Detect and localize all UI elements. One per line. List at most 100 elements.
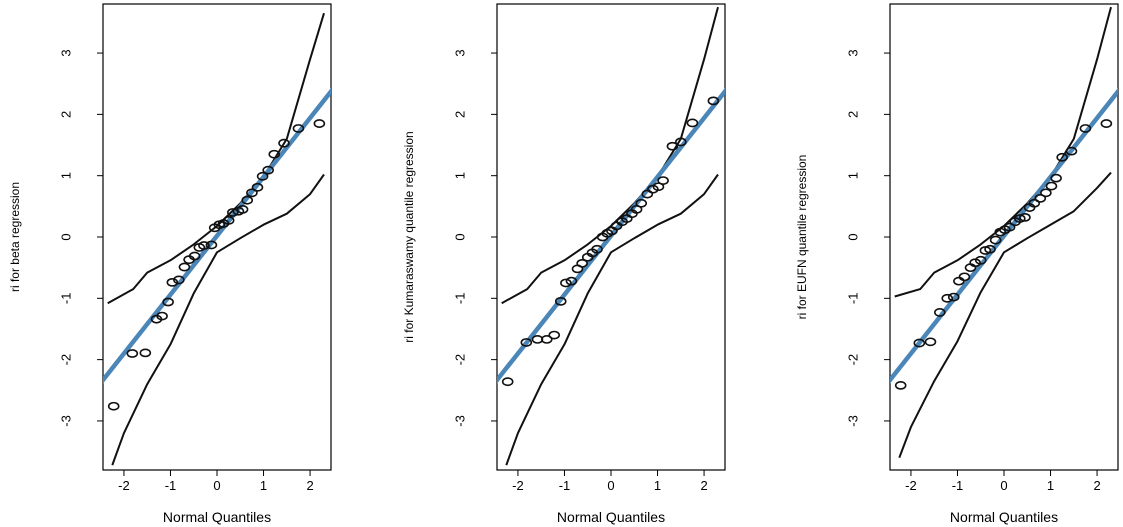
data-point [531, 334, 544, 344]
x-tick-label: 0 [607, 478, 614, 493]
data-point [1003, 222, 1016, 232]
data-point [1028, 198, 1041, 208]
y-tick-label: 3 [452, 49, 467, 56]
data-point [292, 124, 305, 133]
data-point [635, 198, 648, 208]
data-point [666, 141, 679, 151]
data-point [501, 377, 514, 387]
y-tick-label: -2 [452, 354, 467, 366]
data-point [686, 118, 699, 128]
data-point [548, 330, 561, 340]
data-point [984, 244, 996, 254]
data-point [958, 272, 971, 282]
y-tick-label: -2 [58, 354, 73, 366]
plot-area [103, 12, 331, 466]
y-tick-label: 3 [58, 49, 73, 56]
data-point [924, 337, 937, 347]
data-point [139, 348, 152, 358]
data-point [520, 338, 533, 347]
envelope-upper-line [501, 6, 719, 305]
x-axis-label: Normal Quantiles [950, 509, 1058, 525]
data-point [1045, 181, 1058, 191]
data-point [278, 138, 290, 148]
data-point [268, 149, 281, 159]
qq-plot-panel-2: -2 -1 0 1 2 -3 -2 -1 0 1 2 3 Normal Quantiles ri for … [402, 3, 726, 525]
data-point [947, 292, 960, 302]
data-point [560, 278, 572, 288]
data-point [1056, 152, 1068, 162]
x-tick-label: 0 [1000, 478, 1007, 493]
data-point [1079, 124, 1092, 133]
y-tick-label: 0 [845, 233, 860, 240]
data-point [1065, 146, 1078, 156]
data-point [707, 96, 720, 106]
x-tick-label: -2 [905, 478, 917, 493]
envelope-lower-line [898, 171, 1112, 459]
data-point [156, 311, 168, 321]
y-tick-label: 1 [58, 172, 73, 179]
y-tick-label: 0 [58, 233, 73, 240]
envelope-upper-line [107, 12, 325, 305]
y-axis-label: ri for Kumaraswamy quantile regression [402, 131, 416, 342]
y-tick-label: -2 [845, 354, 860, 366]
data-point [1040, 188, 1052, 198]
x-tick-label: -1 [952, 478, 964, 493]
y-tick-label: 1 [845, 172, 860, 179]
data-point [933, 308, 946, 317]
data-point [894, 380, 907, 390]
data-point [989, 235, 1002, 245]
x-tick-label: -2 [512, 478, 524, 493]
data-point [236, 205, 249, 214]
x-tick-label: -1 [559, 478, 571, 493]
qq-plot-panel-1: -2 -1 0 1 2 -3 -2 -1 0 1 2 3 Normal Quantiles ri for … [8, 3, 332, 525]
data-point [1034, 193, 1047, 203]
data-point [166, 277, 179, 287]
data-point [913, 338, 926, 348]
x-tick-label: 2 [306, 478, 313, 493]
qq-plot-panel-3: -2 -1 0 1 2 -3 -2 -1 0 1 2 3 Normal Quantiles ri for … [795, 3, 1119, 525]
data-point [178, 262, 191, 272]
y-axis-label: ri for beta regression [8, 182, 22, 292]
data-point [188, 251, 201, 261]
data-point [1014, 214, 1026, 224]
data-point [227, 208, 239, 217]
data-point [576, 258, 588, 268]
envelope-lower-line [505, 173, 719, 466]
y-tick-label: -1 [845, 293, 860, 305]
y-tick-label: -3 [58, 415, 73, 427]
x-axis-label: Normal Quantiles [557, 509, 665, 525]
data-point [1019, 212, 1031, 222]
data-point [241, 195, 254, 205]
x-tick-label: 0 [213, 478, 220, 493]
plot-area [890, 6, 1118, 459]
data-point [540, 334, 553, 344]
y-tick-label: 2 [58, 111, 73, 118]
data-point [953, 276, 965, 286]
y-tick-label: 1 [452, 172, 467, 179]
data-point [126, 349, 139, 358]
envelope-lower-line [111, 173, 325, 466]
data-point [641, 189, 654, 199]
data-point [198, 241, 210, 250]
x-tick-label: 2 [1093, 478, 1100, 493]
y-tick-label: -1 [58, 293, 73, 305]
data-point [222, 216, 235, 225]
data-point [1100, 119, 1113, 128]
x-tick-label: 1 [1047, 478, 1054, 493]
data-point [162, 297, 174, 307]
data-point [262, 165, 274, 175]
data-point [251, 182, 264, 192]
data-point [205, 240, 218, 250]
x-tick-label: -1 [165, 478, 177, 493]
x-axis-label: Normal Quantiles [163, 509, 271, 525]
x-tick-label: -2 [118, 478, 130, 493]
x-tick-label: 1 [654, 478, 661, 493]
data-point [591, 244, 603, 254]
data-point [554, 296, 567, 306]
x-tick-label: 2 [700, 478, 707, 493]
plot-area [497, 6, 725, 466]
y-tick-label: -3 [845, 415, 860, 427]
data-point [974, 255, 987, 265]
data-point [107, 401, 120, 411]
